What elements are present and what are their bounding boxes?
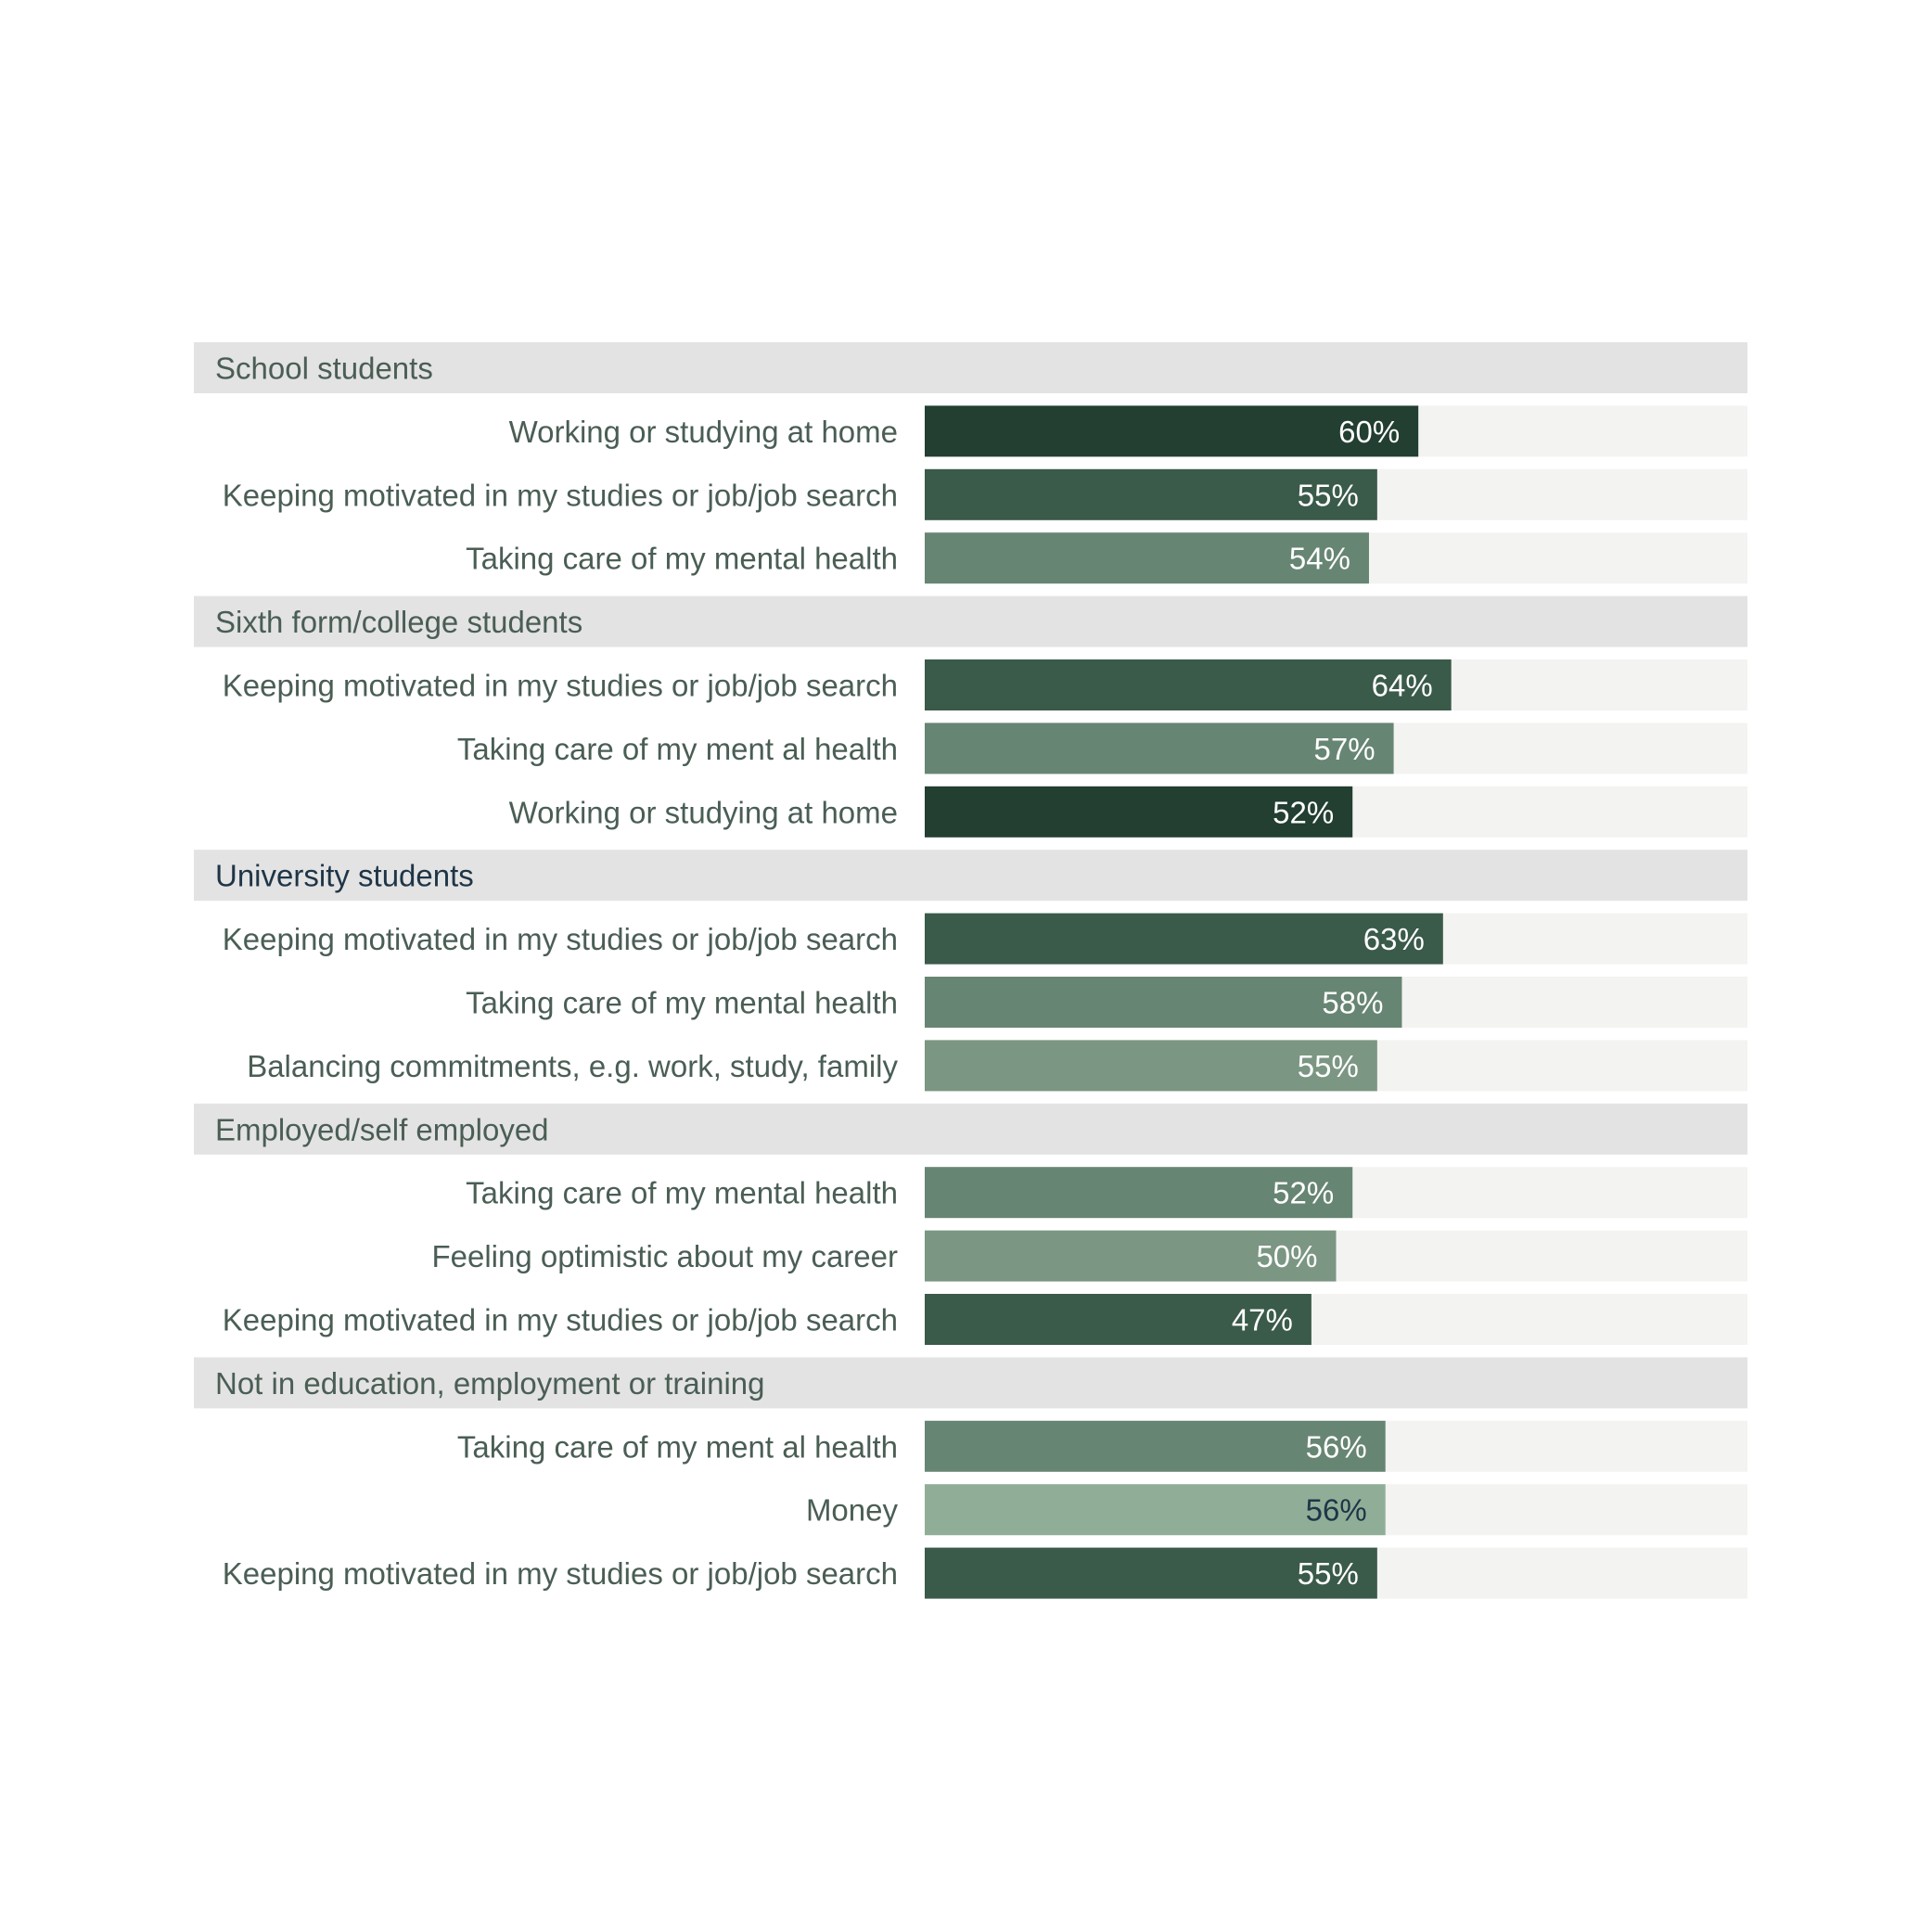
bar-value-label: 64% — [1372, 669, 1433, 703]
bar-category-label: Taking care of my ment al health — [457, 732, 898, 766]
bar-value-label: 54% — [1289, 542, 1350, 576]
group-header-band — [194, 1357, 1747, 1409]
bar — [925, 1230, 1337, 1282]
bar — [925, 1167, 1353, 1219]
bar-category-label: Keeping motivated in my studies or job/j… — [223, 1303, 898, 1337]
group-header-label: Sixth form/college students — [215, 605, 582, 639]
bar-category-label: Working or studying at home — [509, 795, 898, 829]
bar — [925, 1420, 1386, 1472]
bar-category-label: Taking care of my mental health — [466, 542, 898, 576]
bar — [925, 977, 1402, 1028]
bar-value-label: 55% — [1298, 1556, 1359, 1591]
bar-category-label: Keeping motivated in my studies or job/j… — [223, 669, 898, 703]
bar-category-label: Balancing commitments, e.g. work, study,… — [247, 1049, 898, 1083]
bar-category-label: Keeping motivated in my studies or job/j… — [223, 922, 898, 956]
group-header-label: School students — [215, 352, 433, 386]
bar — [925, 1040, 1377, 1092]
bar — [925, 786, 1353, 838]
bar — [925, 659, 1452, 710]
group-header-band — [194, 1103, 1747, 1155]
group-header-label: University students — [215, 859, 474, 893]
bar-value-label: 55% — [1298, 1049, 1359, 1083]
group-header-band — [194, 342, 1747, 393]
bar-category-label: Keeping motivated in my studies or job/j… — [223, 1556, 898, 1591]
bar-category-label: Taking care of my mental health — [466, 1176, 898, 1210]
bar — [925, 1294, 1311, 1345]
group-header-band — [194, 850, 1747, 902]
bar — [925, 532, 1369, 584]
bar-category-label: Taking care of my ment al health — [457, 1429, 898, 1464]
bar-value-label: 52% — [1273, 1176, 1334, 1210]
bar — [925, 468, 1377, 520]
bar-value-label: 63% — [1363, 922, 1425, 956]
bar-category-label: Feeling optimistic about my career — [431, 1239, 898, 1273]
bar-value-label: 47% — [1232, 1303, 1293, 1337]
group-header-label: Employed/self employed — [215, 1112, 549, 1146]
bar-value-label: 58% — [1322, 986, 1383, 1020]
bar-category-label: Taking care of my mental health — [466, 986, 898, 1020]
bar-value-label: 52% — [1273, 795, 1334, 829]
bar — [925, 405, 1419, 457]
bar-value-label: 56% — [1306, 1493, 1367, 1528]
bar-value-label: 57% — [1314, 732, 1375, 766]
bar — [925, 1484, 1386, 1536]
group-header-band — [194, 595, 1747, 647]
bar — [925, 723, 1394, 774]
bar-value-label: 50% — [1256, 1239, 1317, 1273]
bar-value-label: 55% — [1298, 478, 1359, 512]
bar-value-label: 56% — [1306, 1429, 1367, 1464]
bar — [925, 913, 1443, 965]
group-header-label: Not in education, employment or training — [215, 1366, 765, 1401]
bar-category-label: Money — [806, 1493, 899, 1528]
bar-value-label: 60% — [1338, 415, 1400, 449]
bar — [925, 1547, 1377, 1599]
bar-category-label: Keeping motivated in my studies or job/j… — [223, 478, 898, 512]
bar-category-label: Working or studying at home — [509, 415, 898, 449]
